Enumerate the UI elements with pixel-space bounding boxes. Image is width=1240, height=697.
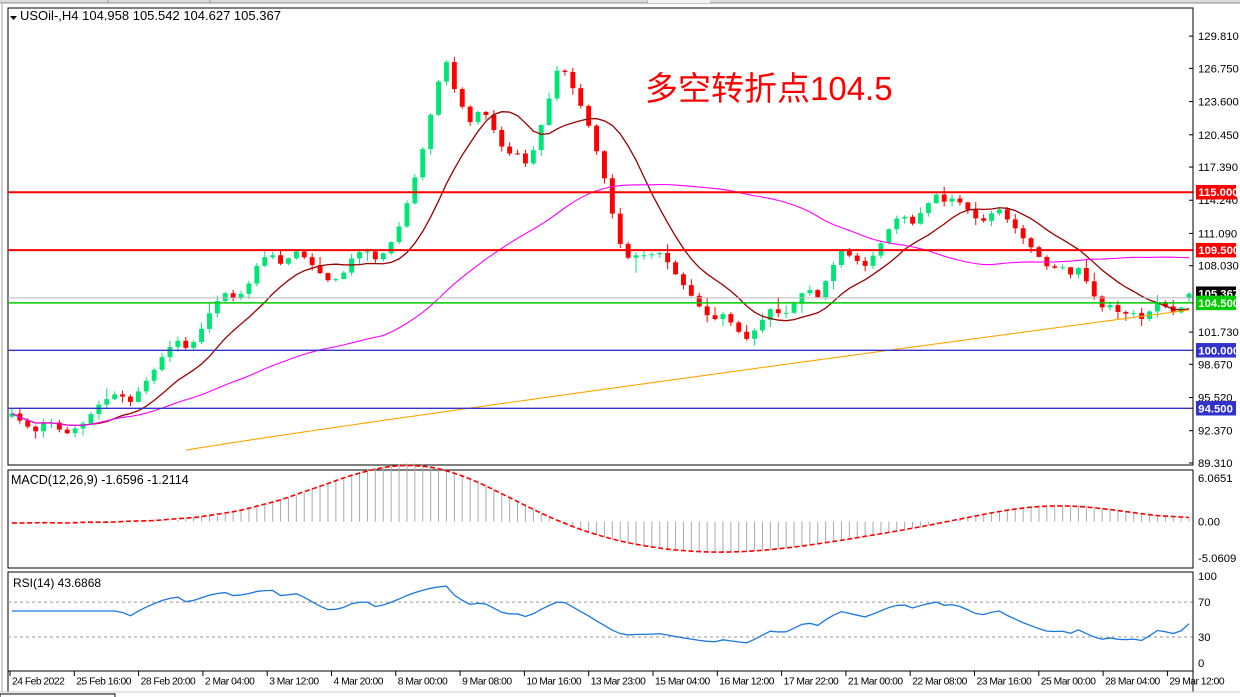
svg-text:30: 30 bbox=[1198, 632, 1211, 644]
svg-text:123.600: 123.600 bbox=[1198, 97, 1239, 109]
svg-text:115.000: 115.000 bbox=[1198, 187, 1238, 199]
svg-text:15 Mar 04:00: 15 Mar 04:00 bbox=[655, 677, 710, 688]
svg-text:98.670: 98.670 bbox=[1198, 359, 1233, 371]
svg-text:0: 0 bbox=[1198, 658, 1204, 670]
svg-text:RSI(14) 43.6868: RSI(14) 43.6868 bbox=[13, 576, 101, 590]
svg-text:25 Mar 00:00: 25 Mar 00:00 bbox=[1041, 677, 1096, 688]
svg-text:117.390: 117.390 bbox=[1198, 162, 1238, 174]
svg-text:92.370: 92.370 bbox=[1198, 426, 1233, 438]
svg-text:6.0651: 6.0651 bbox=[1198, 473, 1233, 485]
svg-text:多空转折点104.5: 多空转折点104.5 bbox=[645, 70, 893, 107]
svg-text:13 Mar 23:00: 13 Mar 23:00 bbox=[591, 677, 646, 688]
svg-text:23 Mar 16:00: 23 Mar 16:00 bbox=[977, 677, 1032, 688]
svg-text:126.750: 126.750 bbox=[1198, 63, 1239, 75]
svg-text:2 Mar 04:00: 2 Mar 04:00 bbox=[205, 677, 255, 688]
svg-text:70: 70 bbox=[1198, 597, 1211, 609]
svg-text:17 Mar 22:00: 17 Mar 22:00 bbox=[784, 677, 839, 688]
svg-text:MACD(12,26,9) -1.6596 -1.2114: MACD(12,26,9) -1.6596 -1.2114 bbox=[11, 473, 189, 487]
svg-text:89.310: 89.310 bbox=[1198, 458, 1233, 470]
svg-text:109.500: 109.500 bbox=[1198, 245, 1239, 257]
svg-text:16 Mar 12:00: 16 Mar 12:00 bbox=[719, 677, 774, 688]
svg-text:0.00: 0.00 bbox=[1198, 517, 1220, 529]
svg-text:21 Mar 00:00: 21 Mar 00:00 bbox=[848, 677, 903, 688]
svg-text:129.810: 129.810 bbox=[1198, 31, 1239, 43]
svg-text:25 Feb 16:00: 25 Feb 16:00 bbox=[76, 677, 131, 688]
svg-text:104.500: 104.500 bbox=[1198, 298, 1239, 310]
svg-text:94.500: 94.500 bbox=[1198, 403, 1233, 415]
svg-text:22 Mar 08:00: 22 Mar 08:00 bbox=[912, 677, 967, 688]
svg-text:8 Mar 00:00: 8 Mar 00:00 bbox=[398, 677, 448, 688]
svg-text:108.030: 108.030 bbox=[1198, 261, 1239, 273]
svg-text:3 Mar 12:00: 3 Mar 12:00 bbox=[269, 677, 319, 688]
svg-text:9 Mar 08:00: 9 Mar 08:00 bbox=[462, 677, 512, 688]
svg-text:24 Feb 2022: 24 Feb 2022 bbox=[12, 677, 65, 688]
svg-text:4 Mar 20:00: 4 Mar 20:00 bbox=[334, 677, 384, 688]
svg-text:100.000: 100.000 bbox=[1198, 345, 1239, 357]
svg-text:-5.0609: -5.0609 bbox=[1198, 553, 1236, 565]
svg-text:29 Mar 12:00: 29 Mar 12:00 bbox=[1169, 677, 1224, 688]
svg-text:28 Feb 20:00: 28 Feb 20:00 bbox=[141, 677, 196, 688]
svg-text:111.090: 111.090 bbox=[1198, 228, 1237, 240]
svg-text:10 Mar 16:00: 10 Mar 16:00 bbox=[526, 677, 581, 688]
svg-text:100: 100 bbox=[1198, 571, 1217, 583]
svg-text:120.450: 120.450 bbox=[1198, 130, 1239, 142]
svg-text:USOil-,H4 104.958 105.542 104: USOil-,H4 104.958 105.542 104.627 105.36… bbox=[20, 8, 281, 23]
svg-text:101.730: 101.730 bbox=[1198, 327, 1239, 339]
svg-text:28 Mar 04:00: 28 Mar 04:00 bbox=[1105, 677, 1160, 688]
